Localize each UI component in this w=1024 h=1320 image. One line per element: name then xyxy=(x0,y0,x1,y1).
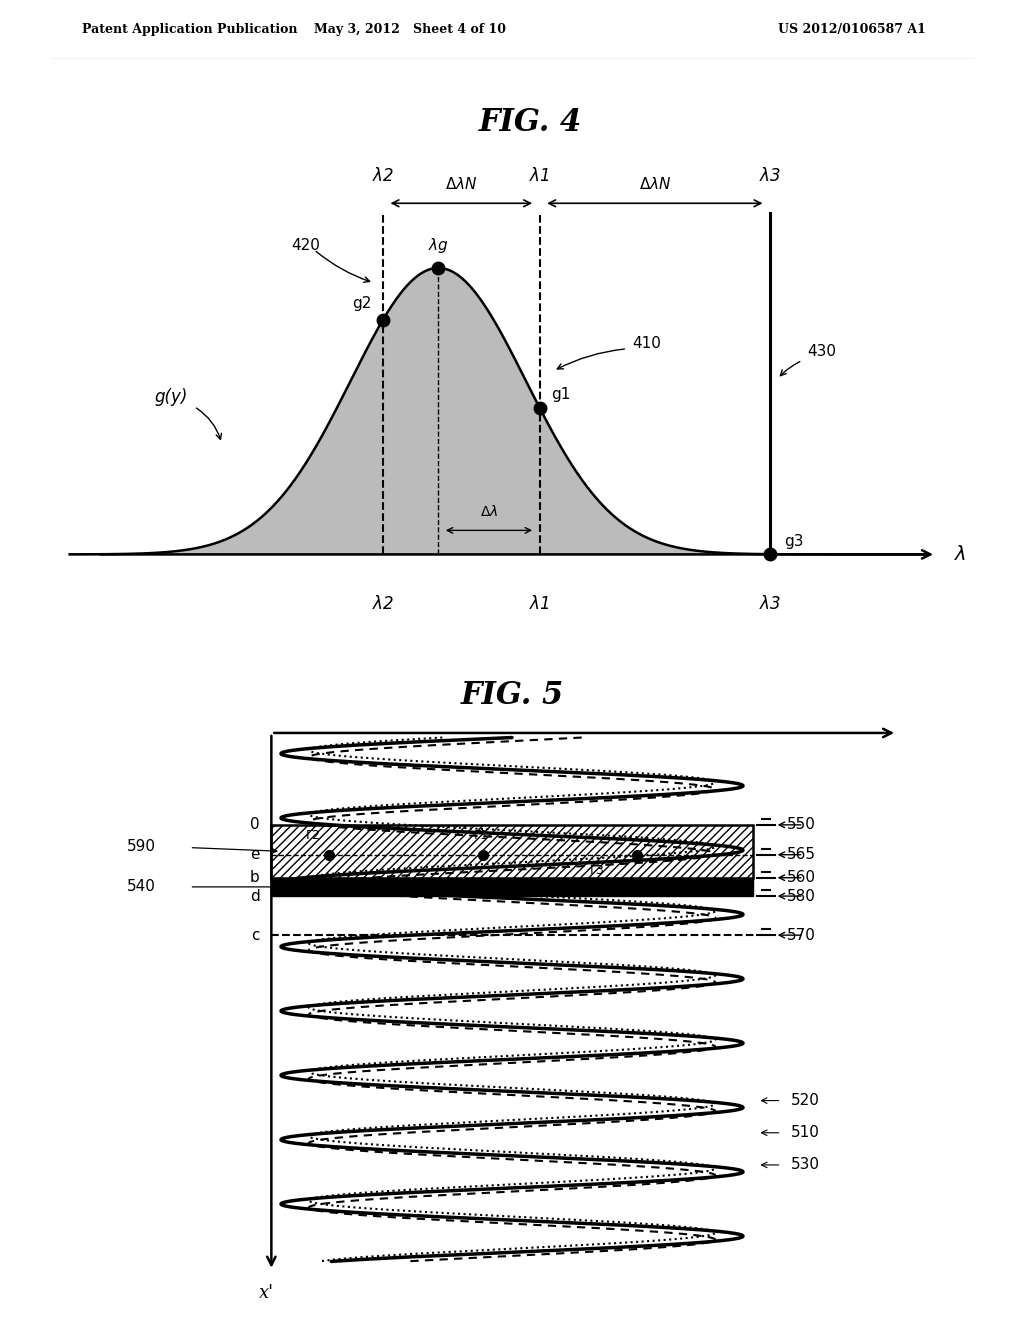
Text: 520: 520 xyxy=(792,1093,820,1107)
Text: FIG. 4: FIG. 4 xyxy=(479,107,582,139)
Text: May 3, 2012   Sheet 4 of 10: May 3, 2012 Sheet 4 of 10 xyxy=(313,24,506,36)
Text: 420: 420 xyxy=(291,239,319,253)
Text: $\lambda$2: $\lambda$2 xyxy=(372,595,394,612)
Text: b: b xyxy=(250,870,260,886)
Text: e: e xyxy=(250,847,260,862)
Text: g1: g1 xyxy=(551,387,570,403)
Text: $\lambda$: $\lambda$ xyxy=(954,545,967,564)
Text: 410: 410 xyxy=(632,335,660,351)
Text: 570: 570 xyxy=(787,928,816,942)
Text: d: d xyxy=(250,888,260,904)
Text: $\lambda$2: $\lambda$2 xyxy=(372,166,394,185)
Text: $\Gamma$1: $\Gamma$1 xyxy=(473,829,489,842)
Text: 550: 550 xyxy=(787,817,816,833)
Text: 430: 430 xyxy=(807,343,836,359)
Text: 510: 510 xyxy=(792,1125,820,1140)
Text: $\Gamma$3: $\Gamma$3 xyxy=(589,863,605,876)
Text: $\Gamma$2: $\Gamma$2 xyxy=(305,829,321,842)
Text: 580: 580 xyxy=(787,888,816,904)
Text: $\Delta\lambda$N: $\Delta\lambda$N xyxy=(639,176,671,193)
Text: g(y): g(y) xyxy=(155,388,187,407)
Text: 560: 560 xyxy=(787,870,816,886)
Text: 565: 565 xyxy=(787,847,816,862)
Text: 530: 530 xyxy=(792,1158,820,1172)
Bar xyxy=(271,878,753,896)
Text: $\lambda$1: $\lambda$1 xyxy=(529,595,550,612)
Text: $\lambda$3: $\lambda$3 xyxy=(759,595,781,612)
Text: Patent Application Publication: Patent Application Publication xyxy=(82,24,297,36)
Text: 540: 540 xyxy=(127,879,156,895)
Bar xyxy=(271,825,753,878)
Text: $\lambda$3: $\lambda$3 xyxy=(759,166,781,185)
Text: g2: g2 xyxy=(352,296,372,310)
Text: g3: g3 xyxy=(784,533,804,549)
Text: $\Delta\lambda$N: $\Delta\lambda$N xyxy=(445,176,477,193)
Text: c: c xyxy=(251,928,260,942)
Text: $\lambda$1: $\lambda$1 xyxy=(529,166,550,185)
Text: 590: 590 xyxy=(127,840,156,854)
Text: x': x' xyxy=(259,1284,274,1303)
Text: $\Delta\lambda$: $\Delta\lambda$ xyxy=(480,504,498,519)
Text: FIG. 5: FIG. 5 xyxy=(461,680,563,711)
Polygon shape xyxy=(70,268,927,554)
Text: 0: 0 xyxy=(250,817,260,833)
Text: US 2012/0106587 A1: US 2012/0106587 A1 xyxy=(778,24,926,36)
Text: $\lambda$g: $\lambda$g xyxy=(428,236,449,255)
